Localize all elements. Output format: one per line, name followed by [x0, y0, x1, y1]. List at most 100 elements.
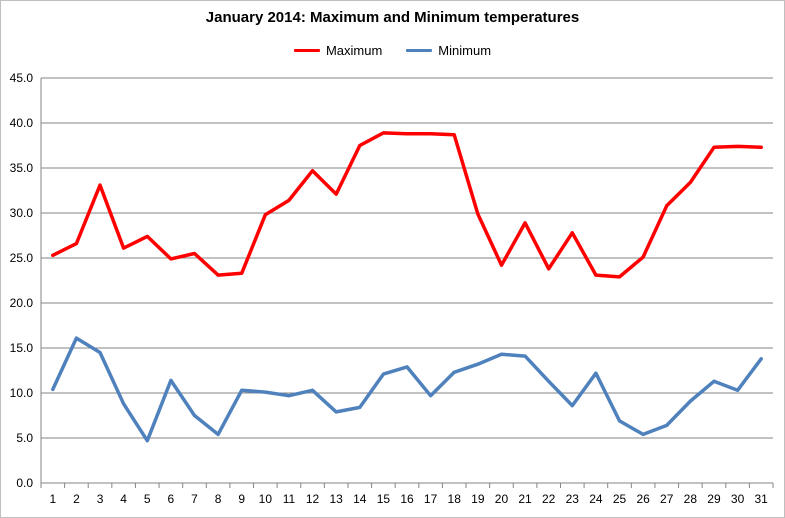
- x-tick-label: 28: [684, 492, 698, 506]
- data-point-maximum: [358, 144, 362, 147]
- x-tick-label: 25: [613, 492, 627, 506]
- x-tick-label: 7: [191, 492, 198, 506]
- data-point-maximum: [736, 144, 740, 148]
- data-point-maximum: [712, 145, 716, 149]
- data-point-minimum: [547, 379, 551, 383]
- data-point-minimum: [74, 336, 78, 340]
- data-point-maximum: [499, 263, 503, 267]
- x-tick-label: 16: [400, 492, 414, 506]
- data-point-minimum: [192, 414, 196, 417]
- data-point-maximum: [122, 246, 126, 250]
- x-tick-label: 29: [707, 492, 721, 506]
- chart-title: January 2014: Maximum and Minimum temper…: [205, 9, 580, 26]
- x-tick-label: 11: [283, 492, 296, 506]
- x-tick-label: 19: [471, 492, 485, 506]
- data-point-minimum: [570, 404, 574, 408]
- data-point-maximum: [216, 273, 220, 277]
- x-tick-label: 20: [495, 492, 509, 506]
- x-tick-label: 9: [238, 492, 245, 506]
- x-tick-label: 17: [424, 492, 438, 506]
- data-point-maximum: [452, 133, 456, 137]
- x-tick-label: 23: [566, 492, 580, 506]
- legend: Maximum Minimum: [0, 43, 785, 58]
- data-point-maximum: [641, 255, 645, 259]
- legend-label-minimum: Minimum: [438, 43, 492, 58]
- data-point-minimum: [287, 394, 291, 398]
- data-point-minimum: [98, 351, 102, 354]
- data-point-minimum: [665, 423, 669, 427]
- data-point-maximum: [618, 275, 622, 279]
- x-tick-label: 24: [589, 492, 603, 506]
- data-point-maximum: [405, 132, 409, 136]
- legend-item-minimum: Minimum: [406, 43, 491, 58]
- x-tick-label: 30: [731, 492, 745, 506]
- data-point-maximum: [311, 169, 315, 173]
- data-point-minimum: [169, 378, 173, 382]
- x-tick-label: 18: [448, 492, 462, 506]
- x-tick-label: 13: [329, 492, 343, 506]
- y-tick-label: 10.0: [10, 386, 34, 400]
- data-point-minimum: [736, 388, 740, 392]
- x-tick-label: 10: [259, 492, 273, 506]
- data-point-minimum: [145, 439, 149, 443]
- x-tick-label: 4: [120, 492, 127, 506]
- data-point-maximum: [759, 145, 763, 149]
- x-tick-label: 21: [518, 492, 532, 506]
- x-tick-label: 3: [97, 492, 104, 506]
- data-point-minimum: [381, 372, 385, 376]
- data-point-minimum: [594, 371, 598, 375]
- data-point-minimum: [618, 419, 622, 423]
- data-point-maximum: [240, 271, 244, 275]
- legend-swatch-minimum: [406, 49, 433, 52]
- legend-swatch-maximum: [293, 49, 320, 52]
- data-point-minimum: [759, 357, 763, 361]
- data-point-minimum: [688, 399, 692, 403]
- x-tick-label: 6: [168, 492, 175, 506]
- series-line-maximum: [51, 131, 763, 279]
- data-point-maximum: [688, 180, 692, 184]
- x-tick-label: 26: [636, 492, 650, 506]
- x-tick-label: 2: [73, 492, 80, 506]
- x-tick-label: 15: [377, 492, 391, 506]
- y-tick-label: 25.0: [10, 251, 34, 265]
- data-point-minimum: [641, 432, 645, 436]
- x-tick-label: 8: [215, 492, 222, 506]
- data-point-maximum: [263, 213, 267, 217]
- data-point-maximum: [145, 234, 149, 238]
- x-tick-label: 27: [660, 492, 674, 506]
- data-point-minimum: [405, 365, 409, 369]
- data-point-maximum: [192, 252, 196, 255]
- x-tick-label: 5: [144, 492, 151, 506]
- data-point-minimum: [216, 432, 220, 436]
- data-point-maximum: [594, 273, 598, 277]
- data-point-maximum: [570, 231, 574, 235]
- data-point-minimum: [51, 387, 55, 391]
- data-point-maximum: [287, 198, 291, 202]
- data-point-minimum: [263, 390, 267, 394]
- data-point-maximum: [665, 204, 669, 208]
- x-tick-label: 1: [49, 492, 56, 506]
- data-point-maximum: [547, 267, 551, 271]
- y-tick-label: 35.0: [10, 161, 34, 175]
- y-tick-label: 40.0: [10, 116, 34, 130]
- data-point-minimum: [452, 370, 456, 374]
- data-point-minimum: [311, 388, 315, 392]
- data-point-minimum: [476, 362, 480, 366]
- y-tick-label: 20.0: [10, 296, 34, 310]
- x-tick-label: 31: [755, 492, 769, 506]
- data-point-minimum: [712, 379, 716, 383]
- y-tick-label: 30.0: [10, 206, 34, 220]
- legend-item-maximum: Maximum: [293, 43, 382, 58]
- data-point-maximum: [51, 253, 55, 257]
- data-point-minimum: [499, 352, 503, 356]
- data-point-maximum: [523, 221, 527, 225]
- data-point-minimum: [523, 354, 527, 358]
- data-point-maximum: [334, 192, 338, 196]
- data-point-maximum: [169, 257, 173, 261]
- series-line-minimum: [51, 336, 763, 443]
- y-tick-label: 0.0: [16, 476, 33, 490]
- y-tick-label: 5.0: [16, 431, 33, 445]
- data-point-maximum: [74, 242, 78, 246]
- data-point-minimum: [122, 402, 126, 406]
